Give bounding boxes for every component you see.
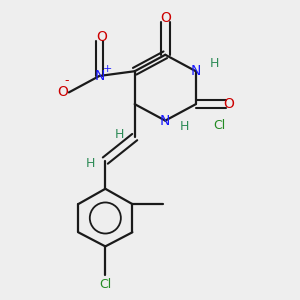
Text: H: H bbox=[179, 120, 189, 133]
Text: N: N bbox=[94, 69, 105, 83]
Text: Cl: Cl bbox=[99, 278, 112, 290]
Text: Cl: Cl bbox=[213, 119, 226, 132]
Text: H: H bbox=[210, 56, 219, 70]
Text: -: - bbox=[64, 74, 69, 87]
Text: H: H bbox=[85, 157, 95, 170]
Text: O: O bbox=[96, 30, 107, 44]
Text: N: N bbox=[191, 64, 201, 78]
Text: N: N bbox=[160, 114, 170, 128]
Text: O: O bbox=[223, 97, 234, 111]
Text: +: + bbox=[103, 64, 112, 74]
Text: H: H bbox=[115, 128, 124, 141]
Text: O: O bbox=[58, 85, 68, 99]
Text: O: O bbox=[160, 11, 171, 25]
